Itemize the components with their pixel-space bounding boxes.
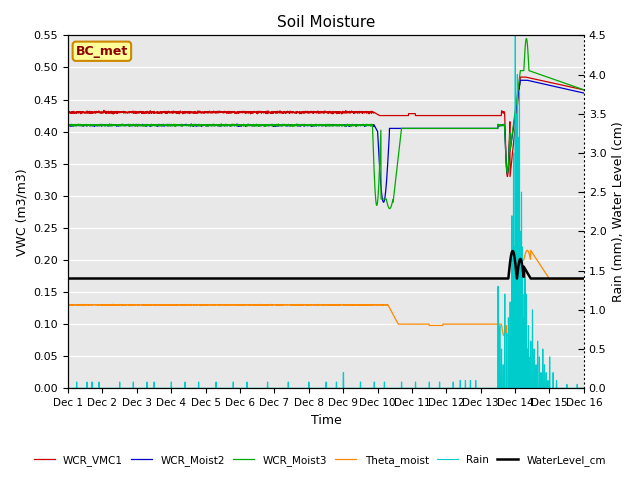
- WCR_Moist3: [262, 122, 269, 128]
- WCR_VMC1: [515, 94, 522, 100]
- WCR_Moist3: [154, 122, 161, 128]
- WCR_Moist3: [522, 36, 530, 41]
- WCR_Moist2: [516, 77, 524, 83]
- Line: WCR_VMC1: WCR_VMC1: [68, 77, 584, 177]
- WCR_Moist2: [262, 122, 269, 128]
- WCR_VMC1: [154, 110, 161, 116]
- WaterLevel_cm: [509, 248, 516, 254]
- WCR_VMC1: [64, 109, 72, 115]
- WaterLevel_cm: [515, 264, 522, 270]
- Theta_moist: [570, 276, 578, 282]
- WCR_Moist2: [515, 92, 522, 97]
- WCR_Moist2: [64, 123, 72, 129]
- Rain: [262, 385, 269, 391]
- Rain: [511, 33, 519, 38]
- WCR_VMC1: [580, 87, 588, 93]
- WCR_Moist3: [515, 84, 522, 90]
- WCR_Moist2: [380, 199, 387, 205]
- Rain: [580, 385, 588, 391]
- WaterLevel_cm: [123, 276, 131, 281]
- Rain: [284, 379, 292, 385]
- Line: Theta_moist: Theta_moist: [68, 251, 584, 336]
- WCR_Moist3: [386, 206, 394, 212]
- Y-axis label: Rain (mm), Water Level (cm): Rain (mm), Water Level (cm): [612, 121, 625, 302]
- WCR_VMC1: [570, 85, 578, 91]
- WCR_VMC1: [262, 110, 269, 116]
- WCR_VMC1: [516, 74, 524, 80]
- Theta_moist: [64, 302, 72, 308]
- Theta_moist: [154, 302, 161, 308]
- Theta_moist: [515, 261, 522, 266]
- WCR_Moist2: [570, 88, 578, 94]
- Rain: [123, 385, 131, 391]
- Line: Rain: Rain: [68, 36, 584, 388]
- WaterLevel_cm: [284, 276, 292, 281]
- Theta_moist: [123, 302, 131, 308]
- Rain: [570, 385, 578, 391]
- Text: BC_met: BC_met: [76, 45, 128, 58]
- Rain: [64, 385, 72, 391]
- WaterLevel_cm: [64, 276, 72, 281]
- Line: WaterLevel_cm: WaterLevel_cm: [68, 251, 584, 278]
- Title: Soil Moisture: Soil Moisture: [276, 15, 375, 30]
- Theta_moist: [580, 276, 588, 282]
- WaterLevel_cm: [262, 276, 269, 281]
- WaterLevel_cm: [580, 276, 588, 281]
- WCR_Moist3: [570, 84, 578, 89]
- WCR_VMC1: [506, 174, 514, 180]
- Theta_moist: [262, 302, 269, 308]
- WCR_VMC1: [284, 109, 292, 115]
- Theta_moist: [500, 333, 508, 338]
- Line: WCR_Moist3: WCR_Moist3: [68, 38, 584, 209]
- WCR_Moist2: [580, 90, 588, 96]
- Line: WCR_Moist2: WCR_Moist2: [68, 80, 584, 202]
- WCR_Moist3: [284, 122, 292, 128]
- WCR_Moist2: [123, 123, 131, 129]
- WaterLevel_cm: [570, 276, 578, 281]
- WCR_Moist3: [123, 122, 131, 128]
- WCR_Moist2: [154, 122, 161, 128]
- Theta_moist: [284, 302, 292, 308]
- WCR_Moist3: [580, 87, 588, 93]
- Y-axis label: VWC (m3/m3): VWC (m3/m3): [15, 168, 28, 256]
- WCR_Moist3: [64, 123, 72, 129]
- Rain: [515, 385, 522, 391]
- WaterLevel_cm: [154, 276, 161, 281]
- X-axis label: Time: Time: [310, 414, 341, 427]
- Rain: [154, 385, 161, 391]
- WCR_Moist2: [284, 121, 292, 127]
- WCR_VMC1: [123, 109, 131, 115]
- Legend: WCR_VMC1, WCR_Moist2, WCR_Moist3, Theta_moist, Rain, WaterLevel_cm: WCR_VMC1, WCR_Moist2, WCR_Moist3, Theta_…: [29, 451, 611, 470]
- Theta_moist: [524, 248, 531, 253]
